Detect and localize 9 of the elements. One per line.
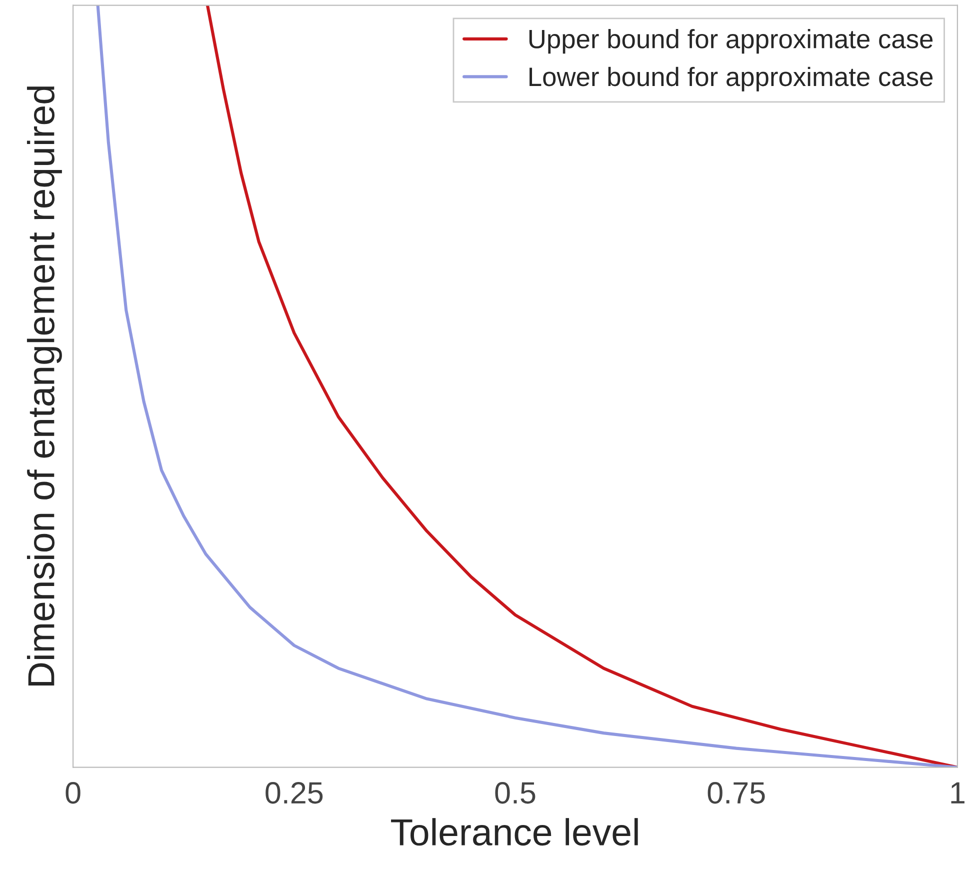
- x-tick-label: 0.25: [266, 782, 323, 804]
- x-axis-title: Tolerance level: [391, 818, 638, 846]
- x-tick-label: 0.75: [708, 782, 765, 804]
- legend-label: Lower bound for approximate case: [530, 66, 933, 92]
- legend-label: Upper bound for approximate case: [529, 29, 933, 54]
- x-tick-label: 0.5: [495, 782, 536, 804]
- x-tick-label: 1: [951, 782, 964, 804]
- y-axis-title: Dimension of entanglement required: [26, 86, 62, 686]
- x-tick-label: 0: [66, 782, 80, 804]
